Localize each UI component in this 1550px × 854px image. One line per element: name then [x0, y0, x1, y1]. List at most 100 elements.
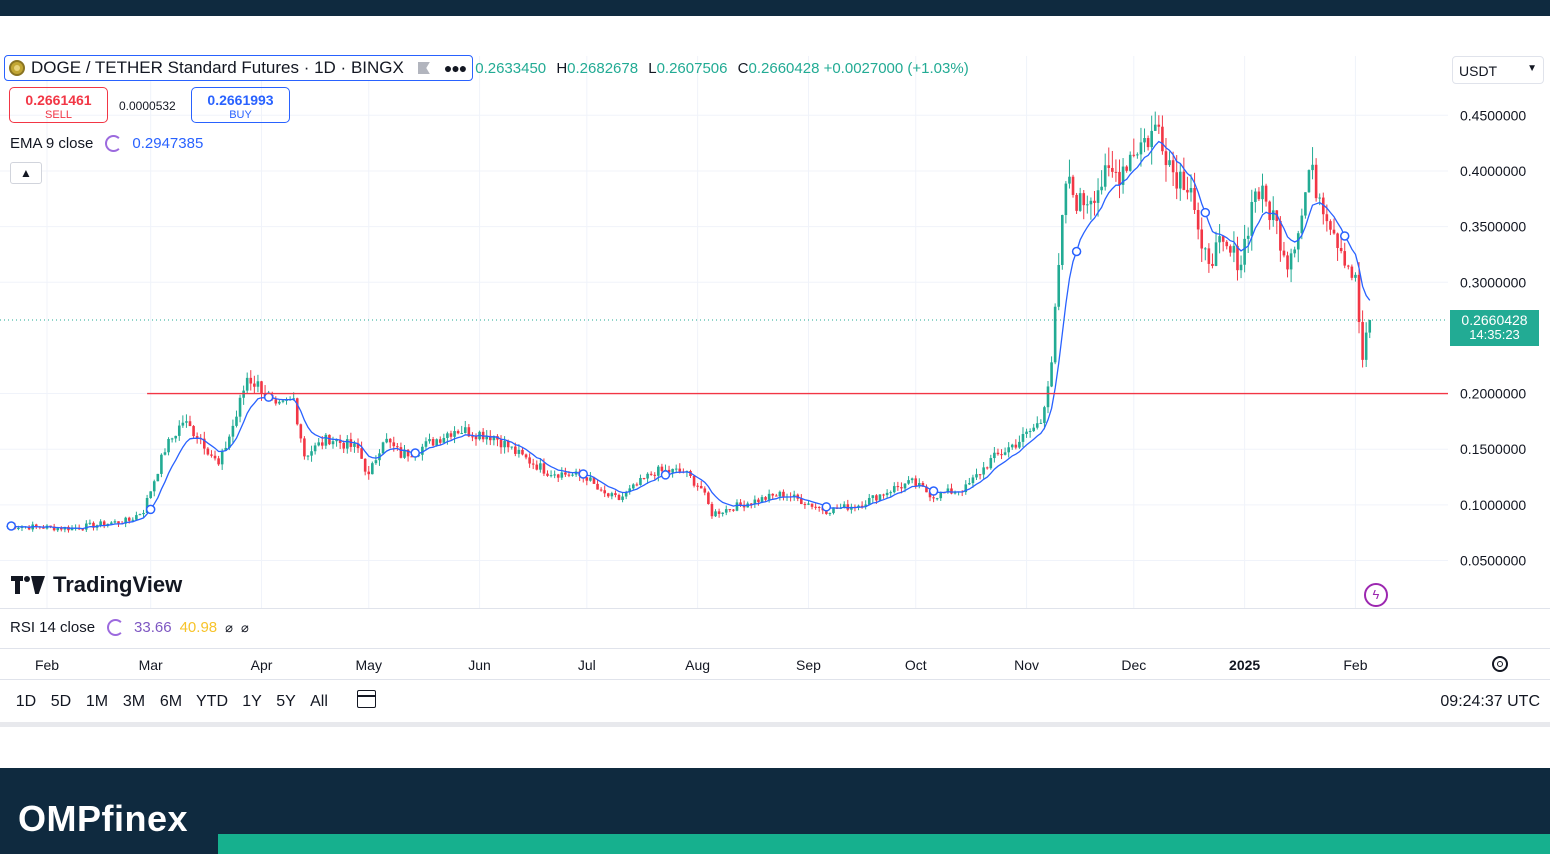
chart-area[interactable]: 0.4500000 0.4000000 0.3500000 0.3000000 0.20…	[0, 16, 1550, 768]
candle-body	[914, 478, 918, 486]
candle-body	[907, 480, 910, 484]
candle-body	[946, 488, 950, 493]
buy-button[interactable]: 0.2661993 BUY	[191, 87, 290, 123]
candle-body	[968, 483, 971, 485]
range-button[interactable]: 6M	[159, 693, 183, 710]
x-tick-label: Jul	[577, 657, 596, 673]
candle-body	[724, 509, 728, 513]
x-tick-label: Nov	[1014, 657, 1039, 673]
candle-body	[553, 474, 556, 476]
candle-body	[113, 521, 117, 523]
candle-body	[145, 497, 149, 513]
candle-body	[1050, 362, 1053, 387]
candle-body	[410, 456, 413, 458]
range-button[interactable]: 1D	[15, 693, 37, 710]
candle-body	[1264, 185, 1268, 202]
ema-marker	[821, 502, 832, 512]
refresh-icon[interactable]	[105, 135, 123, 152]
candles	[6, 111, 1372, 533]
candle-body	[152, 481, 156, 492]
more-options-icon[interactable]: ●●●	[443, 60, 467, 76]
candle-body	[492, 436, 496, 441]
range-button[interactable]: 1M	[85, 693, 109, 710]
ema-legend[interactable]: EMA 9 close 0.2947385	[10, 135, 203, 152]
flag-icon[interactable]	[417, 62, 430, 74]
candle-body	[596, 483, 599, 490]
candle-body	[1296, 233, 1300, 250]
candle-body	[353, 443, 356, 447]
rsi-ma-value: 40.98	[179, 619, 218, 636]
x-tick-label: Apr	[250, 657, 273, 673]
candle-body	[778, 491, 782, 497]
range-button[interactable]: 3M	[122, 693, 146, 710]
settings-icon[interactable]	[1492, 656, 1508, 672]
candle-body	[1329, 221, 1332, 230]
candle-body	[163, 452, 167, 455]
candle-body	[1150, 130, 1153, 148]
sell-button[interactable]: 0.2661461 SELL	[9, 87, 108, 123]
ema-marker	[1200, 207, 1211, 218]
grid-lines	[0, 56, 1448, 608]
candle-body	[1293, 249, 1296, 254]
collapse-legend-button[interactable]: ▲	[10, 162, 42, 184]
candle-body	[1229, 246, 1232, 253]
candle-body	[1200, 229, 1204, 249]
ema-marker	[263, 392, 274, 402]
candle-body	[1161, 126, 1164, 152]
candle-body	[424, 441, 428, 447]
candle-body	[910, 478, 914, 481]
buy-price: 0.2661993	[207, 92, 274, 108]
candle-body	[892, 486, 896, 493]
x-tick-label: May	[355, 657, 382, 673]
refresh-icon[interactable]	[107, 619, 125, 636]
x-tick-label: Jun	[468, 657, 491, 673]
range-button[interactable]: YTD	[196, 693, 228, 710]
candle-body	[975, 474, 978, 478]
top-banner	[0, 0, 1550, 16]
candle-body	[328, 434, 331, 445]
candle-body	[363, 458, 367, 472]
candle-body	[1068, 176, 1071, 184]
price-chart[interactable]: 0.4500000 0.4000000 0.3500000 0.3000000 0.20…	[0, 16, 1550, 608]
candle-body	[996, 452, 1000, 455]
candle-body	[421, 446, 424, 455]
candle-body	[285, 399, 288, 401]
candle-body	[1232, 245, 1236, 253]
candle-body	[231, 425, 235, 437]
candle-body	[678, 468, 682, 472]
candle-body	[206, 448, 210, 455]
range-button[interactable]: 5Y	[276, 693, 296, 710]
symbol-box[interactable]: DOGE / TETHER Standard Futures · 1D · BI…	[4, 55, 474, 81]
time-axis[interactable]: Feb Mar Apr May Jun Jul Aug Sep Oct Nov Dec 2025 Feb	[0, 648, 1550, 680]
candle-body	[102, 521, 106, 526]
calendar-icon[interactable]	[357, 690, 376, 708]
candle-body	[592, 477, 596, 484]
candle-body	[521, 449, 524, 455]
sell-price: 0.2661461	[25, 92, 92, 108]
range-button[interactable]: 5D	[50, 693, 72, 710]
candle-body	[249, 377, 253, 384]
last-price-value: 0.2660428	[1461, 312, 1528, 328]
candle-body	[1064, 183, 1068, 216]
candle-body	[628, 488, 632, 492]
candle-body	[506, 440, 510, 448]
tradingview-logo[interactable]: TradingView	[11, 572, 182, 598]
currency-select[interactable]: USDT ▼	[1452, 56, 1544, 84]
rsi-pane[interactable]: RSI 14 close 33.66 40.98 ⌀ ⌀	[0, 608, 1550, 649]
candle-body	[1000, 454, 1003, 456]
candle-body	[921, 483, 925, 487]
candle-body	[1193, 187, 1196, 210]
range-button[interactable]: 1Y	[242, 693, 262, 710]
candle-body	[606, 493, 610, 497]
lightning-icon[interactable]: ϟ	[1364, 583, 1388, 607]
candle-body	[1282, 250, 1286, 256]
range-button[interactable]: All	[310, 693, 328, 710]
candle-body	[792, 494, 796, 498]
low-value: 0.2607506	[656, 59, 728, 77]
candle-body	[1021, 434, 1025, 442]
candle-body	[775, 495, 778, 497]
candle-body	[99, 521, 102, 526]
candle-body	[17, 527, 20, 529]
candle-body	[446, 433, 449, 438]
clock[interactable]: 09:24:37 UTC	[1440, 693, 1540, 710]
